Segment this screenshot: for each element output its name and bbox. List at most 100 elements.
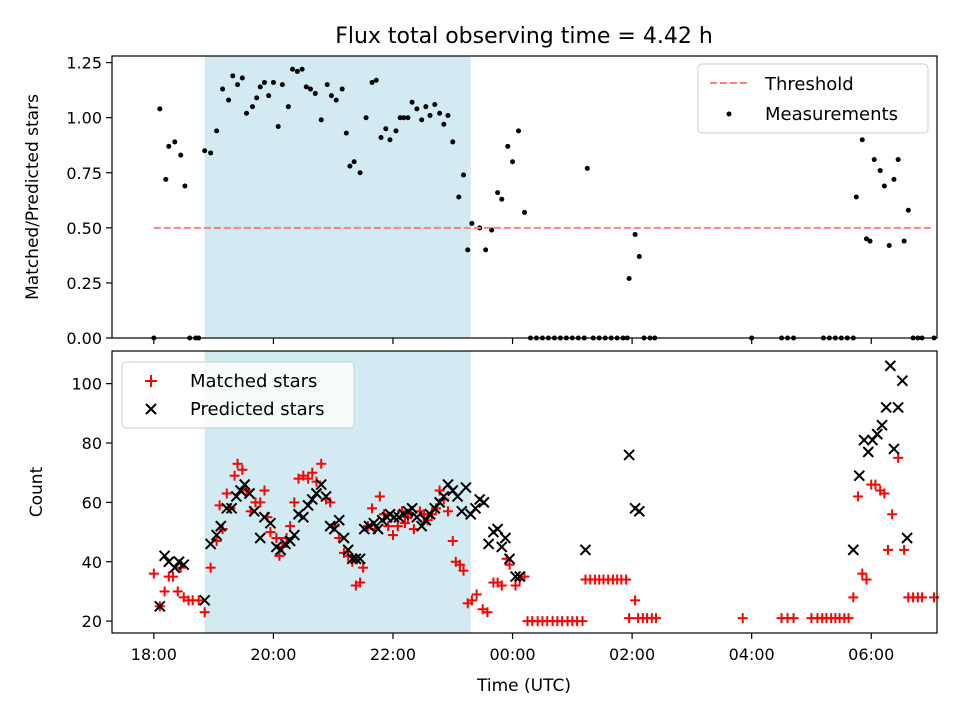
figure-title: Flux total observing time = 4.42 h [335, 24, 713, 49]
predicted-point [342, 544, 354, 556]
measurement-point [863, 236, 869, 242]
predicted-point [880, 401, 892, 414]
measurement-point [450, 139, 456, 145]
measurement-point [373, 77, 379, 83]
predicted-point [896, 374, 909, 387]
top-points [151, 66, 937, 341]
measurement-point [387, 137, 393, 143]
predicted-point [230, 490, 243, 503]
bottom-x-ticks: 18:00 20:00 22:00 00:00 02:00 04:00 06:00 [131, 633, 894, 664]
legend-matched-swatch [145, 375, 157, 387]
measurement-point [867, 238, 873, 244]
matched-point [265, 527, 276, 538]
measurement-point [279, 82, 285, 88]
predicted-point [221, 502, 233, 515]
matched-point [255, 497, 266, 508]
y-tick-label: 0.25 [66, 274, 102, 293]
legend-threshold-label: Threshold [764, 74, 854, 95]
measurement-point [324, 82, 330, 88]
predicted-point [178, 559, 190, 571]
matched-point [496, 580, 507, 591]
predicted-point [503, 553, 516, 565]
predicted-point [354, 553, 366, 565]
legend-predicted-swatch [145, 403, 157, 415]
predicted-point [478, 496, 490, 509]
matched-point [843, 613, 854, 624]
matched-point [232, 458, 243, 469]
matched-point [334, 533, 345, 544]
predicted-point [320, 490, 332, 503]
top-y-ticks: 0.00 0.25 0.50 0.75 1.00 1.25 [66, 54, 112, 348]
matched-point [899, 544, 910, 555]
measurement-point [456, 194, 462, 200]
predicted-point [406, 502, 418, 515]
matched-point [853, 491, 864, 502]
y-tick-label: 60 [82, 493, 102, 512]
matched-point [148, 568, 159, 579]
matched-point [271, 533, 282, 544]
matched-point [237, 464, 248, 475]
matched-point [399, 518, 410, 529]
measurement-point [266, 93, 272, 99]
matched-point [454, 559, 465, 570]
matched-point [917, 592, 928, 603]
predicted-point [853, 469, 865, 482]
bottom-y-axis-label: Count [27, 466, 47, 517]
measurement-point [254, 95, 260, 101]
measurement-point [312, 90, 318, 96]
matched-point [367, 503, 378, 514]
matched-point [466, 595, 477, 606]
measurement-point [895, 157, 901, 163]
measurement-point [363, 115, 369, 121]
predicted-point [288, 529, 301, 541]
predicted-point [368, 517, 380, 529]
top-legend-box [697, 63, 929, 134]
measurement-point [859, 137, 865, 143]
measurement-point [516, 128, 522, 134]
matched-point [621, 574, 632, 585]
bottom-panel: 20 40 60 80 100 18:00 20:00 22:00 00:00 02:00 04:… [27, 350, 940, 696]
measurement-point [891, 176, 897, 182]
bottom-plot-frame [111, 350, 938, 634]
matched-point [458, 565, 469, 576]
matched-point [482, 607, 493, 618]
x-tick-label: 04:00 [729, 645, 775, 664]
measurement-point [202, 148, 208, 154]
matched-point [861, 574, 872, 585]
predicted-point [579, 544, 592, 556]
y-tick-label: 20 [82, 612, 102, 631]
matched-point [374, 491, 385, 502]
predicted-point [284, 535, 296, 547]
measurement-point [226, 97, 232, 103]
measurement-point [357, 170, 363, 176]
matched-point [848, 592, 859, 603]
matched-point [788, 613, 799, 624]
legend-measurement-swatch [726, 111, 732, 117]
predicted-point [411, 511, 423, 523]
measurement-point [419, 117, 425, 123]
y-tick-label: 40 [82, 553, 102, 572]
measurement-point [239, 75, 245, 81]
measurement-point [163, 176, 169, 182]
predicted-point [243, 487, 256, 500]
measurement-point [261, 79, 267, 85]
matched-point [392, 521, 403, 532]
top-legend: Threshold Measurements [697, 63, 929, 134]
predicted-point [302, 499, 314, 512]
x-tick-label: 00:00 [489, 645, 535, 664]
measurement-point [522, 209, 527, 215]
measurement-point [881, 183, 887, 189]
measurement-point [483, 247, 489, 253]
measurement-point [427, 112, 433, 118]
predicted-point [169, 561, 181, 574]
measurement-point [257, 84, 263, 90]
predicted-point [847, 544, 860, 556]
top-y-axis-label: Matched/Predicted stars [23, 94, 43, 300]
y-tick-label: 0.00 [66, 329, 102, 348]
measurement-point [235, 82, 241, 88]
matched-point [325, 497, 336, 508]
matched-point [311, 476, 322, 487]
predicted-point [888, 443, 900, 455]
matched-point [193, 595, 204, 606]
measurement-point [307, 86, 313, 92]
